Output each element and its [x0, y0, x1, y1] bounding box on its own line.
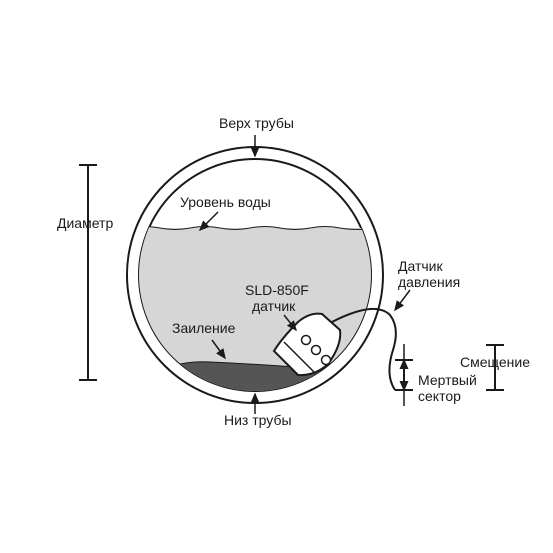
label-pressure-sensor-l1: Датчик [398, 258, 443, 274]
label-dead-sector-l1: Мертвый [418, 372, 477, 388]
label-silting: Заиление [172, 320, 235, 336]
dimension-dead-sector [395, 344, 413, 406]
label-sensor-word: датчик [252, 298, 295, 314]
sensor-port-1 [302, 336, 311, 345]
diagram-svg [0, 0, 553, 553]
label-sensor-name: SLD-850F [245, 282, 309, 298]
arrow-pressure-sensor [395, 290, 410, 310]
diagram-canvas: Диаметр Верх трубы Уровень воды SLD-850F… [0, 0, 553, 553]
sensor-port-3 [322, 356, 331, 365]
label-pressure-sensor-l2: давления [398, 274, 460, 290]
label-offset: Смещение [460, 354, 530, 370]
label-water-level: Уровень воды [180, 194, 271, 210]
label-diameter: Диаметр [57, 215, 113, 231]
label-bottom-of-pipe: Низ трубы [224, 412, 292, 428]
label-dead-sector-l2: сектор [418, 388, 461, 404]
dimension-diameter [79, 165, 97, 380]
sensor-port-2 [312, 346, 321, 355]
label-top-of-pipe: Верх трубы [219, 115, 294, 131]
